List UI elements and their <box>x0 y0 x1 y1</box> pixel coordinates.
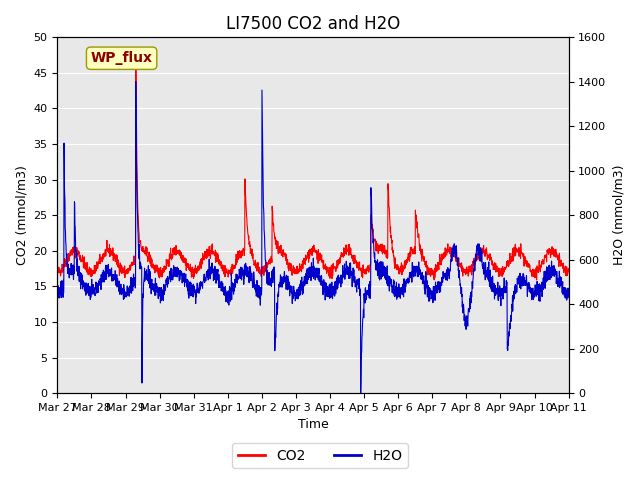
Text: WP_flux: WP_flux <box>91 51 152 65</box>
Title: LI7500 CO2 and H2O: LI7500 CO2 and H2O <box>226 15 400 33</box>
Y-axis label: CO2 (mmol/m3): CO2 (mmol/m3) <box>15 165 28 265</box>
X-axis label: Time: Time <box>298 419 328 432</box>
Legend: CO2, H2O: CO2, H2O <box>232 443 408 468</box>
Y-axis label: H2O (mmol/m3): H2O (mmol/m3) <box>612 165 625 265</box>
